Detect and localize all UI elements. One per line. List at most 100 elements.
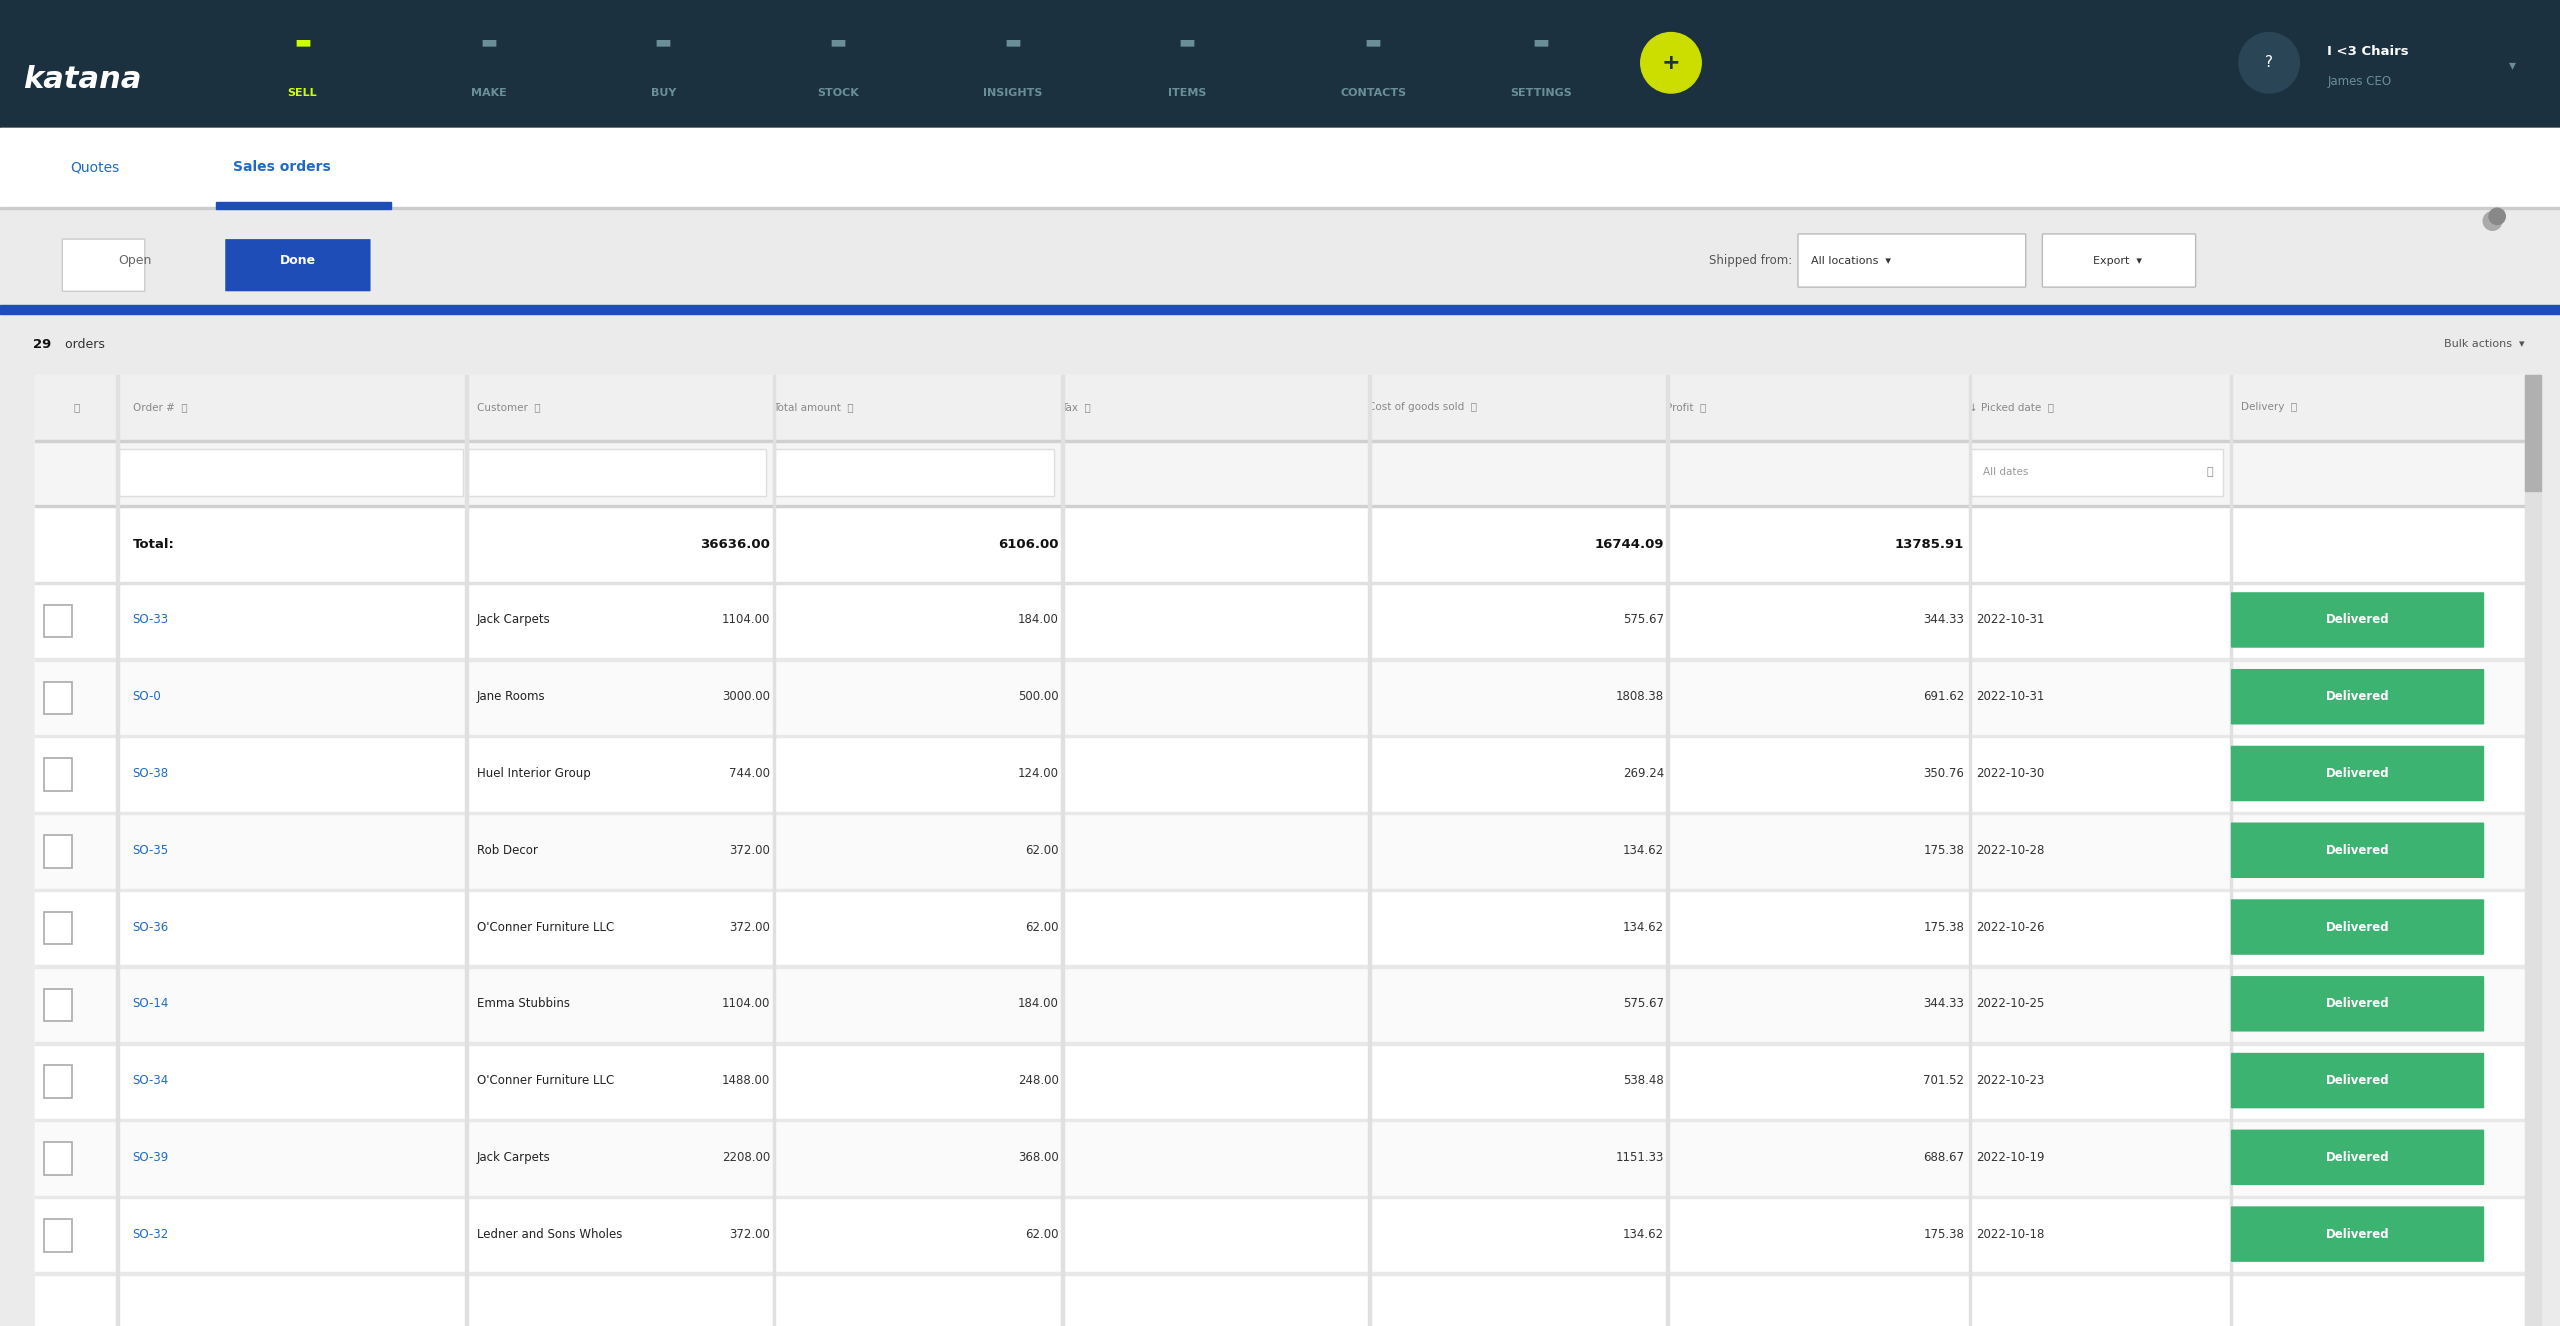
Text: 344.33: 344.33 <box>1923 997 1964 1010</box>
Text: SO-39: SO-39 <box>133 1151 169 1164</box>
Text: ▬: ▬ <box>294 33 312 50</box>
Text: All locations  ▾: All locations ▾ <box>1805 256 1892 265</box>
Text: Emma Stubbins: Emma Stubbins <box>476 997 571 1010</box>
Text: 13785.91: 13785.91 <box>1894 538 1964 550</box>
Circle shape <box>2240 33 2299 93</box>
Bar <box>36 582 2524 583</box>
Text: Profit  ⓘ: Profit ⓘ <box>1667 402 1708 412</box>
Text: 📅: 📅 <box>2207 467 2212 477</box>
Text: Jane Rooms: Jane Rooms <box>476 691 545 703</box>
FancyBboxPatch shape <box>2230 593 2483 647</box>
Text: ▬: ▬ <box>1364 33 1382 50</box>
Text: Rob Decor: Rob Decor <box>476 843 538 857</box>
Text: O'Conner Furniture LLC: O'Conner Furniture LLC <box>476 1074 614 1087</box>
Bar <box>36 1273 2524 1274</box>
Text: 2022-10-23: 2022-10-23 <box>1976 1074 2045 1087</box>
Bar <box>0 305 2560 314</box>
Bar <box>0 207 2560 210</box>
FancyBboxPatch shape <box>2230 899 2483 955</box>
Text: Delivered: Delivered <box>2324 691 2388 703</box>
FancyBboxPatch shape <box>2230 670 2483 724</box>
Bar <box>36 374 2524 1326</box>
Text: Sales orders: Sales orders <box>233 160 330 175</box>
Bar <box>36 374 2524 1326</box>
Text: 575.67: 575.67 <box>1623 614 1664 626</box>
Text: Huel Interior Group: Huel Interior Group <box>476 766 591 780</box>
Bar <box>36 582 2524 658</box>
Text: Total amount  ⓘ: Total amount ⓘ <box>773 402 852 412</box>
Bar <box>0 0 2560 127</box>
Bar <box>36 440 2524 505</box>
Text: Customer  ⓘ: Customer ⓘ <box>476 402 540 412</box>
FancyBboxPatch shape <box>118 450 463 496</box>
Bar <box>36 374 2524 440</box>
Text: SO-35: SO-35 <box>133 843 169 857</box>
Text: 538.48: 538.48 <box>1623 1074 1664 1087</box>
Text: Ledner and Sons Wholes: Ledner and Sons Wholes <box>476 1228 622 1241</box>
Circle shape <box>2488 208 2506 224</box>
Text: ⓘ: ⓘ <box>74 402 79 412</box>
Text: Jack Carpets: Jack Carpets <box>476 1151 550 1164</box>
Text: 62.00: 62.00 <box>1027 1228 1060 1241</box>
FancyBboxPatch shape <box>1971 450 2222 496</box>
FancyBboxPatch shape <box>44 1066 72 1098</box>
Text: 575.67: 575.67 <box>1623 997 1664 1010</box>
Text: ▬: ▬ <box>655 33 671 50</box>
Text: Bulk actions  ▾: Bulk actions ▾ <box>2445 339 2524 349</box>
Text: Tax  ⓘ: Tax ⓘ <box>1062 402 1091 412</box>
Text: ITEMS: ITEMS <box>1167 88 1206 98</box>
Text: 1104.00: 1104.00 <box>722 614 771 626</box>
Text: 134.62: 134.62 <box>1623 843 1664 857</box>
Bar <box>0 210 2560 314</box>
FancyBboxPatch shape <box>2230 822 2483 878</box>
Text: SO-33: SO-33 <box>133 614 169 626</box>
Text: INSIGHTS: INSIGHTS <box>983 88 1042 98</box>
FancyBboxPatch shape <box>468 450 765 496</box>
Text: 368.00: 368.00 <box>1019 1151 1060 1164</box>
Text: 372.00: 372.00 <box>730 920 771 934</box>
Text: 1151.33: 1151.33 <box>1615 1151 1664 1164</box>
Bar <box>36 812 2524 888</box>
FancyBboxPatch shape <box>2230 745 2483 801</box>
Text: ▬: ▬ <box>829 33 847 50</box>
Bar <box>36 1042 2524 1119</box>
FancyBboxPatch shape <box>44 989 72 1021</box>
Text: O'Conner Furniture LLC: O'Conner Furniture LLC <box>476 920 614 934</box>
Text: Jack Carpets: Jack Carpets <box>476 614 550 626</box>
Text: SO-32: SO-32 <box>133 1228 169 1241</box>
FancyBboxPatch shape <box>2230 1053 2483 1109</box>
Text: 344.33: 344.33 <box>1923 614 1964 626</box>
FancyBboxPatch shape <box>44 758 72 790</box>
Text: BUY: BUY <box>650 88 676 98</box>
Text: orders: orders <box>61 338 105 351</box>
FancyBboxPatch shape <box>44 682 72 715</box>
Text: 134.62: 134.62 <box>1623 920 1664 934</box>
Text: 2022-10-28: 2022-10-28 <box>1976 843 2045 857</box>
Bar <box>36 505 2524 582</box>
Bar <box>36 1196 2524 1199</box>
Text: 744.00: 744.00 <box>730 766 771 780</box>
Text: SO-38: SO-38 <box>133 766 169 780</box>
FancyBboxPatch shape <box>44 1142 72 1175</box>
Text: +: + <box>1661 53 1679 73</box>
Bar <box>36 658 2524 660</box>
Text: SELL: SELL <box>287 88 317 98</box>
Bar <box>36 505 2524 507</box>
Text: ▬: ▬ <box>1004 33 1021 50</box>
Text: 1488.00: 1488.00 <box>722 1074 771 1087</box>
FancyBboxPatch shape <box>44 912 72 944</box>
Bar <box>36 1119 2524 1122</box>
FancyBboxPatch shape <box>1797 233 2025 288</box>
Text: 701.52: 701.52 <box>1923 1074 1964 1087</box>
Circle shape <box>2483 212 2501 231</box>
Text: STOCK: STOCK <box>817 88 858 98</box>
Text: Delivery  ⓘ: Delivery ⓘ <box>2240 402 2296 412</box>
Text: 1808.38: 1808.38 <box>1615 691 1664 703</box>
Text: 62.00: 62.00 <box>1027 920 1060 934</box>
Text: 175.38: 175.38 <box>1923 1228 1964 1241</box>
Text: 1104.00: 1104.00 <box>722 997 771 1010</box>
Text: SO-36: SO-36 <box>133 920 169 934</box>
Text: 3000.00: 3000.00 <box>722 691 771 703</box>
Text: Delivered: Delivered <box>2324 1151 2388 1164</box>
Text: 2022-10-31: 2022-10-31 <box>1976 691 2045 703</box>
